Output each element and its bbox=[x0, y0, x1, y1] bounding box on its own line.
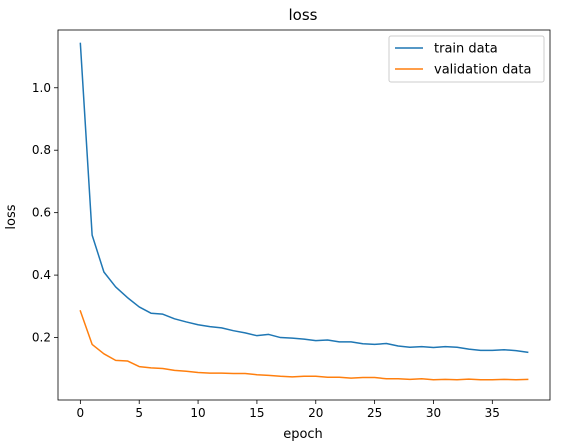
legend-label-validation-data: validation data bbox=[434, 63, 531, 78]
y-tick-label: 0.4 bbox=[32, 268, 51, 282]
legend-label-train-data: train data bbox=[434, 42, 498, 57]
x-tick-label: 35 bbox=[485, 406, 500, 420]
y-tick-label: 1.0 bbox=[32, 81, 51, 95]
plot-area: 0 5 10 15 20 25 30 35 0.2 0.4 0.6 0.8 1.0 bbox=[32, 29, 551, 420]
y-axis-label: loss bbox=[4, 204, 19, 229]
x-tick-label: 0 bbox=[77, 406, 85, 420]
y-tick-label: 0.2 bbox=[32, 331, 51, 345]
x-axis-label: epoch bbox=[283, 427, 323, 442]
x-tick-label: 25 bbox=[367, 406, 382, 420]
legend-box bbox=[388, 35, 545, 83]
x-tick-label: 15 bbox=[249, 406, 264, 420]
legend: train data validation data bbox=[388, 35, 545, 83]
x-tick-label: 5 bbox=[135, 406, 143, 420]
x-tick-label: 10 bbox=[190, 406, 205, 420]
axes-frame bbox=[57, 29, 551, 401]
chart-title: loss bbox=[289, 6, 318, 24]
y-tick-label: 0.6 bbox=[32, 206, 51, 220]
series-line-train-data bbox=[79, 42, 529, 354]
x-tick-label: 20 bbox=[308, 406, 323, 420]
y-tick-label: 0.8 bbox=[32, 143, 51, 157]
series-line-validation-data bbox=[79, 310, 529, 381]
x-tick-label: 30 bbox=[426, 406, 441, 420]
